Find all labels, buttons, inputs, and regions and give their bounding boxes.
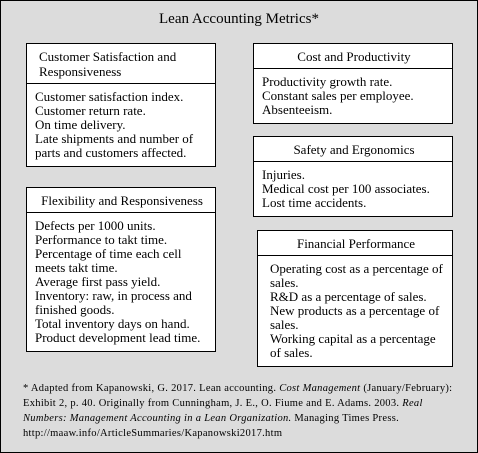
metric-item: Defects per 1000 units. [35, 218, 156, 233]
box-body: Defects per 1000 units. Performance to ta… [26, 213, 216, 352]
metric-item: Average first pass yield. [35, 274, 161, 289]
footnote: * Adapted from Kapanowski, G. 2017. Lean… [23, 381, 463, 441]
metric-item: Productivity growth rate. [262, 74, 393, 89]
metric-box: Financial Performance Operating cost as a… [257, 230, 453, 367]
box-body: Injuries. Medical cost per 100 associates… [253, 162, 453, 217]
footnote-part: * Adapted from Kapanowski, G. 2017. Lean… [23, 383, 280, 394]
metric-item: Working capital as a percentage of sales… [270, 331, 436, 360]
metric-item: Injuries. [262, 167, 305, 182]
metric-box: Cost and Productivity Productivity growth… [253, 43, 453, 124]
metric-item: Operating cost as a percentage of sales. [270, 261, 443, 290]
metric-item: Total inventory days on hand. [35, 316, 190, 331]
metric-box: Safety and Ergonomics Injuries. Medical co… [253, 136, 453, 217]
box-title: Customer Satisfaction and Responsiveness [26, 43, 216, 84]
metric-item: Medical cost per 100 associates. [262, 181, 430, 196]
metric-item: Product development lead time. [35, 330, 201, 345]
metric-item: New products as a percentage of sales. [270, 303, 440, 332]
metric-item: Performance to takt time. [35, 232, 168, 247]
metric-item: Customer satisfaction index. [35, 89, 184, 104]
box-body: Operating cost as a percentage of sales.… [257, 256, 453, 367]
footnote-part: Real Numbers: Management Accounting in a… [23, 398, 423, 424]
page-title: Lean Accounting Metrics* [159, 11, 319, 27]
metric-box: Customer Satisfaction and Responsiveness… [26, 43, 216, 167]
metric-item: Inventory: raw, in process and finished … [35, 288, 192, 317]
metric-item: Lost time accidents. [262, 195, 367, 210]
metric-item: Customer return rate. [35, 103, 146, 118]
box-title: Safety and Ergonomics [253, 136, 453, 162]
metric-item: Absenteeism. [262, 102, 333, 117]
metric-item: On time delivery. [35, 117, 126, 132]
metric-item: Percentage of time each cell meets takt … [35, 246, 182, 275]
footnote-part: Managing Times Press. http://maaw.info/A… [23, 413, 400, 439]
box-title: Financial Performance [257, 230, 453, 256]
metric-box: Flexibility and Responsiveness Defects pe… [26, 187, 216, 352]
metric-item: Constant sales per employee. [262, 88, 414, 103]
metric-item: R&D as a percentage of sales. [270, 289, 427, 304]
metric-item: Late shipments and number of parts and c… [35, 131, 194, 160]
box-body: Customer satisfaction index. Customer ret… [26, 84, 216, 167]
box-title: Cost and Productivity [253, 43, 453, 69]
box-title: Flexibility and Responsiveness [26, 187, 216, 213]
footnote-part: (January/February): Exhibit 2, p. 40. Or… [23, 383, 453, 409]
footnote-part: Cost Management [279, 383, 361, 394]
box-body: Productivity growth rate. Constant sales … [253, 69, 453, 124]
